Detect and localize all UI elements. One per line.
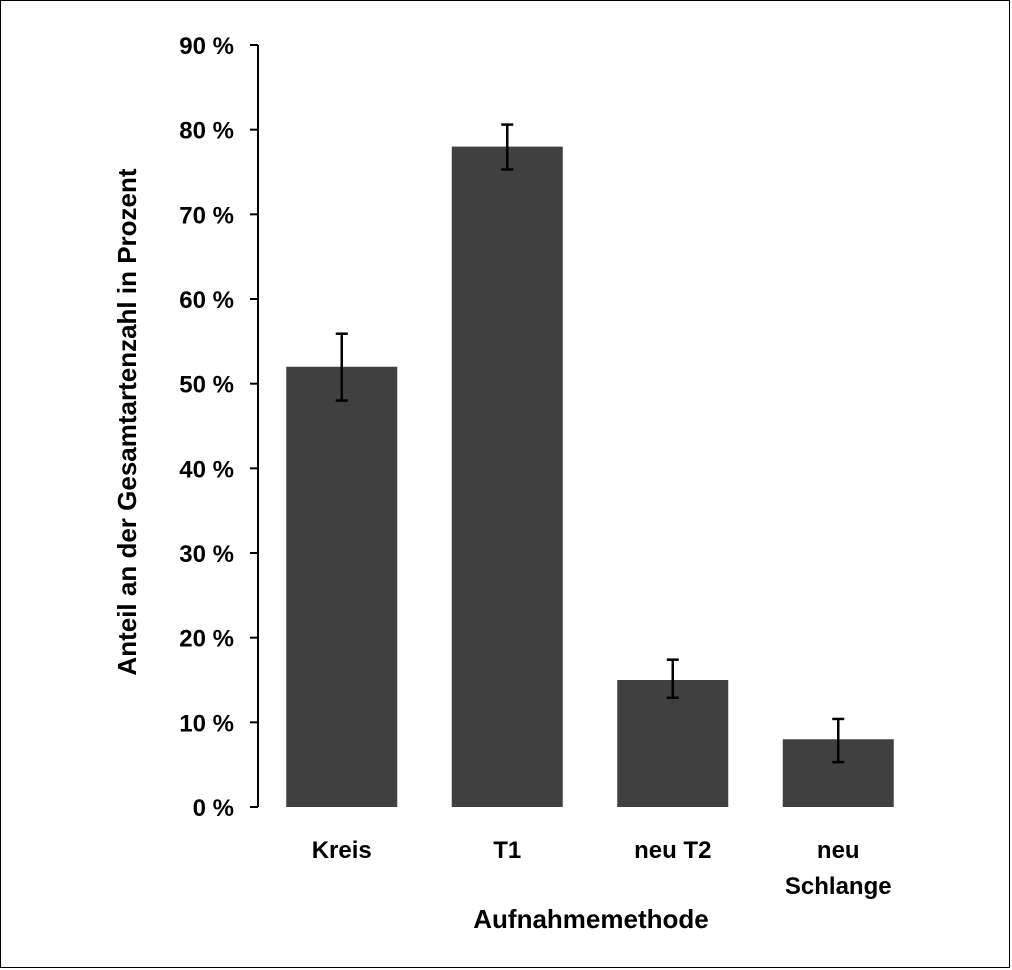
bar — [617, 680, 729, 807]
y-axis-title: Anteil an der Gesamtartenzahl in Prozent — [112, 168, 142, 675]
y-axis: 0 % 10 % 20 % 30 % 40 % 50 % 60 % 70 % 80 % 90 % — [179, 33, 259, 822]
x-category-label: T1 — [493, 837, 521, 864]
bar — [451, 146, 563, 808]
y-tick-label: 60 % — [179, 287, 234, 314]
y-tick-label: 50 % — [179, 372, 234, 399]
x-category-label: neu Schlange — [785, 837, 892, 900]
error-bars — [335, 123, 845, 764]
bar — [286, 366, 398, 807]
y-tick-label: 90 % — [179, 33, 234, 60]
y-tick-label: 0 % — [193, 795, 234, 822]
bars — [286, 146, 894, 808]
y-tick-label: 70 % — [179, 202, 234, 229]
x-category-label-line: neu T2 — [634, 837, 711, 864]
x-category-label: neu T2 — [634, 837, 711, 864]
x-category-label: Kreis — [312, 837, 372, 864]
x-category-label-line: neu — [817, 837, 860, 864]
y-tick-label: 80 % — [179, 118, 234, 145]
y-tick-label: 10 % — [179, 710, 234, 737]
x-category-label-line: Kreis — [312, 837, 372, 864]
y-tick-label: 30 % — [179, 541, 234, 568]
x-category-labels: Kreis T1 neu T2 neu Schlange — [312, 837, 892, 900]
x-category-label-line: T1 — [493, 837, 521, 864]
y-tick-label: 20 % — [179, 626, 234, 653]
y-tick-label: 40 % — [179, 456, 234, 483]
x-axis-title: Aufnahmemethode — [473, 904, 708, 934]
x-category-label-line: Schlange — [785, 873, 892, 900]
